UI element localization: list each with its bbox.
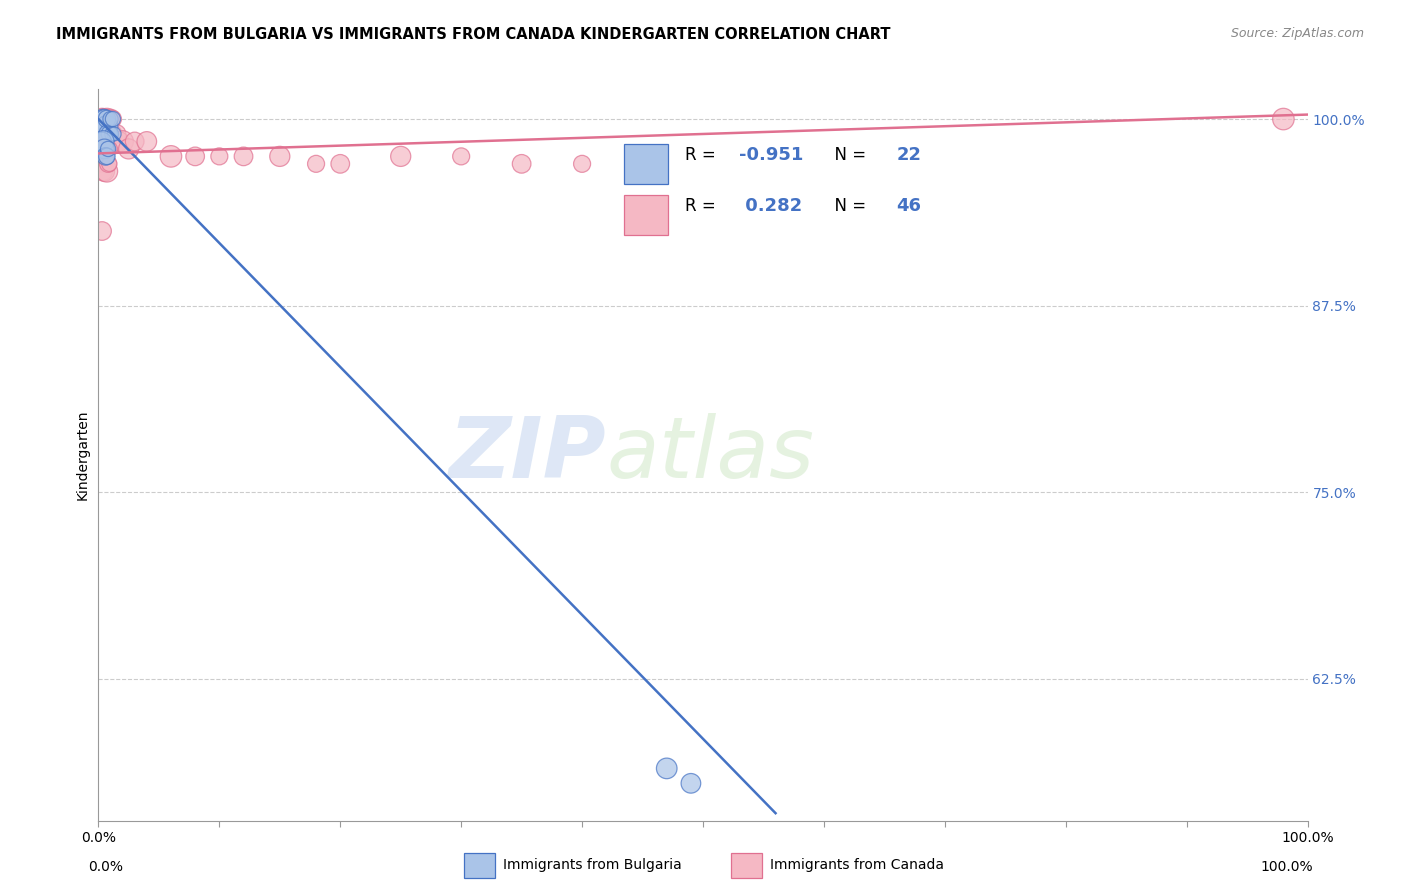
Point (329, 157, 352, 171)
Text: 0.282: 0.282 (740, 197, 803, 215)
Point (103, 127, 125, 141)
Bar (624, 144, 668, 185)
Point (96, 112, 118, 126)
Point (91, 135, 114, 149)
Point (96, 149, 118, 163)
Point (135, 135, 157, 149)
Point (100, 127, 122, 141)
Text: N =: N = (824, 197, 872, 215)
Point (90, 127, 112, 141)
Point (91, 127, 114, 141)
Point (111, 135, 134, 149)
Text: 0.0%: 0.0% (89, 860, 124, 874)
Point (108, 135, 131, 149)
Point (571, 157, 593, 171)
Point (91, 112, 114, 126)
Point (94, 127, 117, 141)
Point (91, 135, 114, 149)
Text: R =: R = (685, 146, 721, 164)
Point (91, 112, 114, 126)
Point (90, 142, 112, 156)
Text: IMMIGRANTS FROM BULGARIA VS IMMIGRANTS FROM CANADA KINDERGARTEN CORRELATION CHAR: IMMIGRANTS FROM BULGARIA VS IMMIGRANTS F… (56, 27, 891, 42)
Point (124, 135, 146, 149)
Text: R =: R = (685, 197, 721, 215)
Point (91, 112, 114, 126)
Point (91, 224, 114, 238)
Point (94, 120, 117, 134)
Text: ZIP: ZIP (449, 413, 606, 497)
Point (93, 112, 115, 126)
Point (101, 112, 124, 126)
Point (97, 112, 120, 126)
Point (90, 112, 112, 126)
Point (100, 112, 122, 126)
Point (98, 112, 121, 126)
Bar (624, 195, 668, 235)
Point (389, 149, 412, 163)
Point (91, 157, 114, 171)
Point (93, 142, 115, 156)
Point (98, 127, 121, 141)
Point (91, 164, 114, 178)
Point (93, 112, 115, 126)
Point (160, 149, 183, 163)
Point (94, 149, 117, 163)
Point (510, 157, 533, 171)
Point (679, 776, 702, 790)
Text: N =: N = (824, 146, 872, 164)
Point (655, 761, 678, 775)
Point (118, 142, 141, 156)
Point (96, 164, 118, 178)
Point (100, 112, 122, 126)
Point (96, 112, 118, 126)
Point (105, 127, 128, 141)
Text: Source: ZipAtlas.com: Source: ZipAtlas.com (1230, 27, 1364, 40)
Point (91, 127, 114, 141)
Point (1272, 112, 1295, 126)
Text: -0.951: -0.951 (740, 146, 804, 164)
Point (93, 142, 115, 156)
Point (208, 149, 231, 163)
Text: Immigrants from Bulgaria: Immigrants from Bulgaria (503, 858, 682, 872)
Point (94, 112, 117, 126)
Point (97, 127, 120, 141)
Text: Immigrants from Canada: Immigrants from Canada (770, 858, 945, 872)
Point (91, 112, 114, 126)
Point (450, 149, 472, 163)
Point (93, 164, 115, 178)
Point (96, 127, 118, 141)
Y-axis label: Kindergarten: Kindergarten (76, 409, 90, 500)
Point (100, 142, 122, 156)
Point (98, 157, 121, 171)
Point (97, 157, 120, 171)
Point (97, 142, 120, 156)
Text: 100.0%: 100.0% (1261, 860, 1313, 874)
Point (101, 112, 124, 126)
Point (96, 120, 118, 134)
Text: 22: 22 (897, 146, 921, 164)
Point (100, 127, 122, 141)
Text: atlas: atlas (606, 413, 814, 497)
Point (93, 120, 115, 134)
Point (90, 112, 112, 126)
Point (184, 149, 207, 163)
Point (89, 112, 111, 126)
Point (103, 127, 125, 141)
Text: 46: 46 (897, 197, 921, 215)
Point (232, 149, 254, 163)
Point (269, 149, 291, 163)
Point (305, 157, 328, 171)
